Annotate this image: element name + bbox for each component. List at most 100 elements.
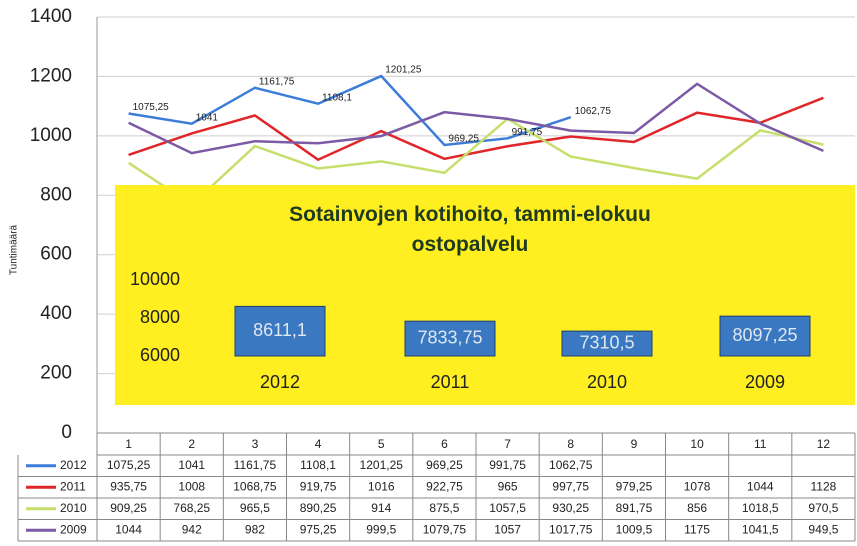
- inset-y-tick-label: 8000: [140, 307, 180, 327]
- table-cell: 975,25: [300, 522, 337, 536]
- series-line: [128, 96, 824, 162]
- x-tick-label: 11: [754, 437, 767, 451]
- table-cell: 969,25: [426, 458, 463, 472]
- inset-y-tick-label: 10000: [130, 269, 180, 289]
- table-cell: 1175: [684, 522, 710, 536]
- series-line: [127, 117, 824, 207]
- legend-label: 2011: [60, 479, 86, 493]
- bar: [719, 315, 811, 357]
- table-cell: 935,75: [110, 479, 147, 493]
- x-tick-label: 4: [315, 437, 322, 451]
- y-tick-label: 1200: [30, 65, 72, 86]
- table-cell: 875,5: [429, 501, 459, 515]
- table-cell: 919,75: [300, 479, 337, 493]
- table-cell: 1008: [178, 479, 205, 493]
- x-tick-label: 2: [188, 437, 195, 451]
- table-cell: 1108,1: [300, 458, 336, 472]
- data-label: 969,25: [448, 134, 479, 145]
- data-label: 1201,25: [385, 65, 422, 76]
- y-tick-label: 800: [40, 184, 72, 205]
- table-cell: 768,25: [173, 501, 210, 515]
- table-cell: 997,75: [552, 479, 589, 493]
- x-tick-label: 6: [441, 437, 448, 451]
- table-cell: 922,75: [426, 479, 463, 493]
- table-cell: 1044: [115, 522, 142, 536]
- inset-x-tick-label: 2009: [745, 372, 785, 392]
- data-label: 1041: [196, 112, 219, 123]
- series-line: [128, 82, 824, 155]
- table-cell: 982: [245, 522, 265, 536]
- table-cell: 1057: [494, 522, 521, 536]
- table-cell: 1161,75: [234, 458, 277, 472]
- bar: [234, 305, 326, 357]
- table-cell: 1009,5: [616, 522, 653, 536]
- legend-label: 2010: [60, 501, 87, 515]
- data-label: 1108,1: [322, 92, 352, 103]
- x-tick-label: 7: [504, 437, 511, 451]
- table-cell: 891,75: [616, 501, 653, 515]
- table-cell: 1062,75: [549, 458, 593, 472]
- x-tick-label: 9: [631, 437, 638, 451]
- bar-label: 8097,25: [732, 325, 797, 345]
- x-tick-label: 12: [817, 437, 831, 451]
- table-cell: 909,25: [110, 501, 147, 515]
- y-tick-label: 600: [40, 244, 72, 265]
- y-tick-label: 1000: [30, 125, 72, 146]
- bar: [404, 320, 496, 357]
- data-label: 991,75: [512, 127, 543, 138]
- inset-title: Sotainvojen kotihoito, tammi-elokuu osto…: [289, 203, 651, 256]
- table-cell: 991,75: [489, 458, 526, 472]
- bar-label: 8611,1: [253, 320, 307, 340]
- table-cell: 942: [182, 522, 202, 536]
- x-tick-label: 8: [567, 437, 574, 451]
- table-cell: 1128: [811, 479, 837, 493]
- table-cell: 1041: [178, 458, 205, 472]
- legend-label: 2009: [60, 522, 87, 536]
- y-tick-label: 1400: [30, 6, 72, 27]
- table-cell: 970,5: [808, 501, 838, 515]
- table-cell: 1044: [747, 479, 774, 493]
- table-cell: 856: [687, 501, 707, 515]
- table-cell: 1041,5: [742, 522, 779, 536]
- x-tick-label: 1: [125, 437, 132, 451]
- table-cell: 1201,25: [360, 458, 404, 472]
- inset-x-tick-label: 2012: [260, 372, 300, 392]
- table-cell: 1057,5: [489, 501, 526, 515]
- bar-label: 7310,5: [579, 332, 634, 352]
- table-cell: 1018,5: [742, 501, 779, 515]
- y-axis-label: Tuntimäärä: [9, 224, 20, 275]
- series-line: [128, 74, 572, 147]
- table-cell: 1075,25: [107, 458, 151, 472]
- x-tick-label: 5: [378, 437, 385, 451]
- y-tick-label: 0: [61, 422, 72, 443]
- legend-label: 2012: [60, 458, 87, 472]
- data-label: 1161,75: [259, 76, 295, 87]
- table-cell: 965: [498, 479, 518, 493]
- inset-x-tick-label: 2011: [431, 372, 470, 392]
- table-cell: 930,25: [552, 501, 589, 515]
- table-cell: 979,25: [616, 479, 653, 493]
- data-label: 1062,75: [575, 106, 612, 117]
- data-label: 1075,25: [133, 102, 170, 113]
- table-cell: 1016: [368, 479, 395, 493]
- x-tick-label: 3: [252, 437, 259, 451]
- table-cell: 1078: [684, 479, 711, 493]
- table-cell: 1017,75: [549, 522, 593, 536]
- y-tick-label: 400: [40, 303, 72, 324]
- table-cell: 914: [371, 501, 391, 515]
- table-cell: 949,5: [808, 522, 838, 536]
- x-tick-label: 10: [690, 437, 704, 451]
- table-cell: 1079,75: [423, 522, 467, 536]
- table-cell: 965,5: [240, 501, 270, 515]
- bar-label: 7833,75: [417, 327, 482, 347]
- table-cell: 890,25: [300, 501, 337, 515]
- inset-x-tick-label: 2010: [587, 372, 627, 392]
- table-cell: 999,5: [366, 522, 396, 536]
- bar: [561, 330, 653, 357]
- y-tick-label: 200: [40, 363, 72, 384]
- inset-y-tick-label: 6000: [140, 345, 180, 365]
- inset-background: [115, 185, 855, 405]
- table-cell: 1068,75: [233, 479, 277, 493]
